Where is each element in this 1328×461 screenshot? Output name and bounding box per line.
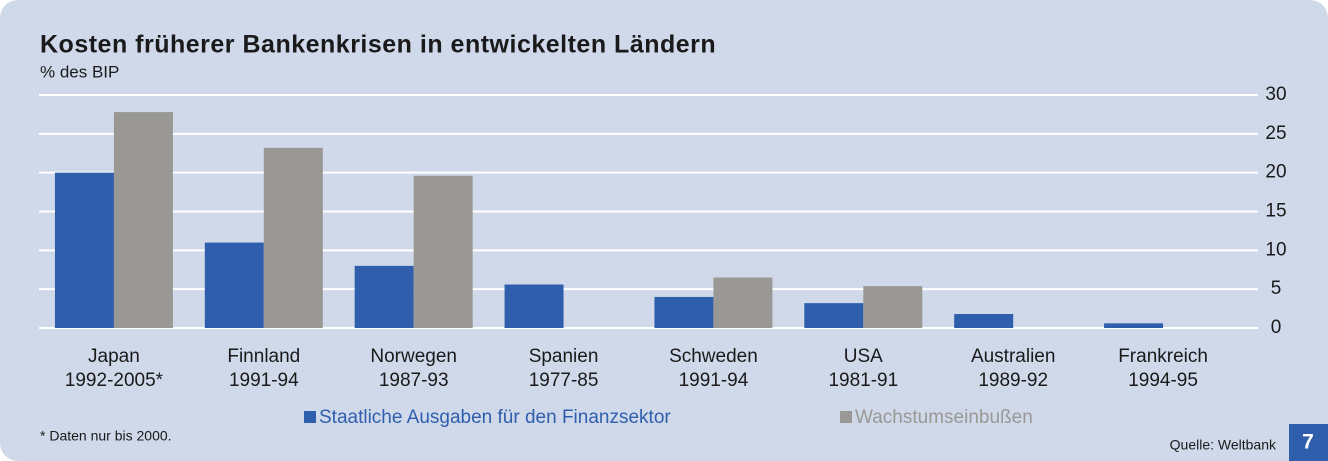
- bar: [954, 314, 1014, 328]
- y-tick-label: 30: [1265, 84, 1286, 105]
- chart-title: Kosten früherer Bankenkrisen in entwicke…: [40, 31, 716, 59]
- bar: [654, 296, 714, 328]
- y-tick-label: 10: [1265, 239, 1286, 260]
- bar: [413, 175, 473, 328]
- footnote: * Daten nur bis 2000.: [40, 428, 172, 444]
- bar: [504, 284, 564, 328]
- y-tick-label: 15: [1265, 201, 1286, 222]
- bar: [713, 277, 773, 328]
- y-tick-label: 0: [1271, 317, 1282, 338]
- bar: [204, 242, 264, 328]
- bar: [863, 286, 923, 328]
- bar: [263, 147, 323, 328]
- bar: [354, 265, 414, 328]
- bar: [54, 172, 114, 328]
- x-tick-label: Norwegen: [370, 346, 457, 367]
- x-tick-label: 1977-85: [529, 370, 599, 391]
- y-tick-label: 25: [1265, 123, 1286, 144]
- bar: [804, 303, 864, 328]
- x-tick-label: 1991-94: [229, 370, 299, 391]
- page-number-box: [1289, 424, 1328, 461]
- x-tick-label: Spanien: [529, 346, 599, 367]
- x-tick-label: Japan: [88, 346, 140, 367]
- bar: [1104, 323, 1164, 328]
- legend-swatch: [840, 411, 852, 423]
- y-tick-label: 5: [1271, 278, 1282, 299]
- x-tick-label: 1994-95: [1128, 370, 1198, 391]
- x-tick-label: 1991-94: [679, 370, 749, 391]
- legend-swatch: [304, 411, 316, 423]
- x-tick-label: Frankreich: [1118, 346, 1208, 367]
- x-tick-label: Australien: [971, 346, 1056, 367]
- legend-label: Staatliche Ausgaben für den Finanzsektor: [319, 407, 671, 428]
- x-tick-label: 1992-2005*: [65, 370, 164, 391]
- x-tick-label: 1987-93: [379, 370, 449, 391]
- y-tick-label: 20: [1265, 162, 1286, 183]
- x-tick-label: 1989-92: [978, 370, 1048, 391]
- legend-label: Wachstumseinbußen: [855, 407, 1033, 428]
- x-tick-label: USA: [844, 346, 883, 367]
- x-tick-label: Finnland: [227, 346, 300, 367]
- x-tick-label: Schweden: [669, 346, 758, 367]
- page-number: 7: [1302, 431, 1314, 454]
- bar: [113, 112, 173, 328]
- source: Quelle: Weltbank: [1170, 437, 1277, 453]
- x-tick-label: 1981-91: [828, 370, 898, 391]
- subtitle: % des BIP: [40, 62, 119, 81]
